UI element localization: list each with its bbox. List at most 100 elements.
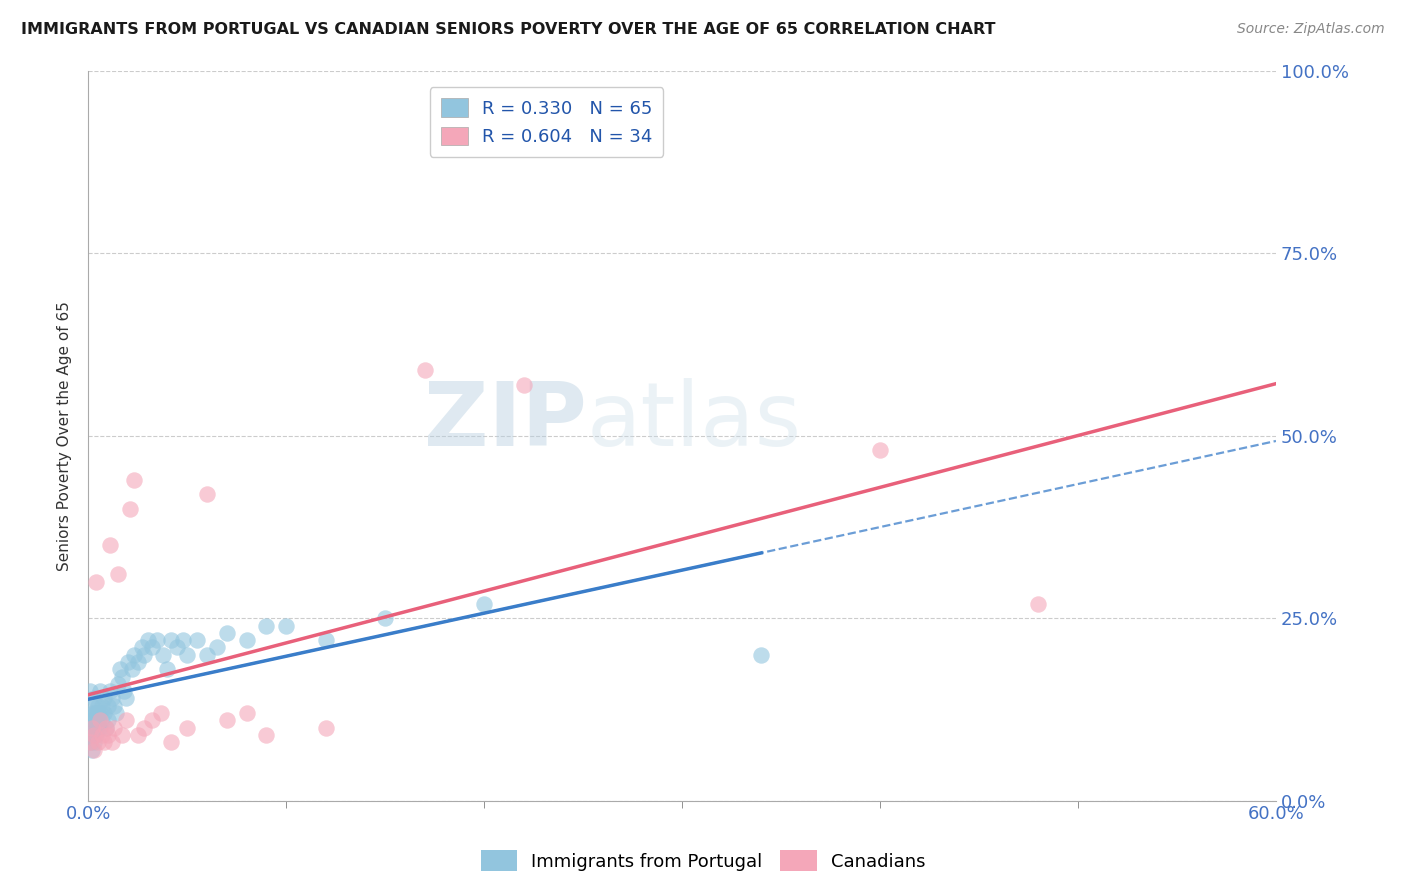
Point <box>93 735 115 749</box>
Point <box>141 640 163 655</box>
Point <box>82 721 104 735</box>
Point <box>215 714 238 728</box>
Point <box>136 633 159 648</box>
Point <box>274 618 297 632</box>
Point <box>87 714 110 728</box>
Legend: R = 0.330   N = 65, R = 0.604   N = 34: R = 0.330 N = 65, R = 0.604 N = 34 <box>430 87 664 157</box>
Point <box>103 721 125 735</box>
Point <box>91 714 114 728</box>
Point <box>84 574 107 589</box>
Point <box>82 714 104 728</box>
Point <box>79 721 101 735</box>
Point <box>160 735 183 749</box>
Point <box>107 677 129 691</box>
Point <box>156 662 179 676</box>
Point <box>131 640 153 655</box>
Point <box>117 655 139 669</box>
Text: atlas: atlas <box>588 377 803 465</box>
Point <box>141 714 163 728</box>
Point <box>235 706 257 720</box>
Point <box>146 633 169 648</box>
Point <box>413 363 436 377</box>
Point <box>122 648 145 662</box>
Point <box>79 684 101 698</box>
Point <box>176 721 198 735</box>
Point <box>374 611 396 625</box>
Point <box>150 706 173 720</box>
Point <box>112 684 135 698</box>
Point <box>97 728 120 742</box>
Point <box>91 698 114 713</box>
Point <box>84 728 107 742</box>
Point <box>160 633 183 648</box>
Y-axis label: Seniors Poverty Over the Age of 65: Seniors Poverty Over the Age of 65 <box>58 301 72 571</box>
Point <box>103 698 125 713</box>
Point <box>89 714 111 728</box>
Point <box>84 706 107 720</box>
Point <box>101 691 124 706</box>
Point <box>235 633 257 648</box>
Point <box>176 648 198 662</box>
Point <box>82 698 104 713</box>
Point <box>215 625 238 640</box>
Point <box>93 706 115 720</box>
Point <box>114 691 136 706</box>
Text: IMMIGRANTS FROM PORTUGAL VS CANADIAN SENIORS POVERTY OVER THE AGE OF 65 CORRELAT: IMMIGRANTS FROM PORTUGAL VS CANADIAN SEN… <box>21 22 995 37</box>
Point <box>83 706 105 720</box>
Point <box>132 721 155 735</box>
Point <box>98 684 121 698</box>
Point <box>122 473 145 487</box>
Point <box>315 721 337 735</box>
Point <box>83 742 105 756</box>
Point <box>121 662 143 676</box>
Point <box>749 648 772 662</box>
Point <box>98 538 121 552</box>
Point <box>97 698 120 713</box>
Point <box>132 648 155 662</box>
Point <box>83 735 105 749</box>
Point <box>186 633 208 648</box>
Text: Source: ZipAtlas.com: Source: ZipAtlas.com <box>1237 22 1385 37</box>
Point <box>89 684 111 698</box>
Point <box>111 728 134 742</box>
Point <box>82 742 104 756</box>
Point <box>87 721 110 735</box>
Point <box>195 487 218 501</box>
Point <box>89 706 111 720</box>
Point <box>82 728 104 742</box>
Point <box>205 640 228 655</box>
Point <box>79 706 101 720</box>
Point <box>114 714 136 728</box>
Point <box>87 706 110 720</box>
Point <box>195 648 218 662</box>
Point <box>107 567 129 582</box>
Point <box>127 728 149 742</box>
Point <box>83 728 105 742</box>
Point <box>91 728 114 742</box>
Point <box>79 735 101 749</box>
Point <box>315 633 337 648</box>
Point <box>82 721 104 735</box>
Point <box>1028 597 1050 611</box>
Point <box>89 721 111 735</box>
Point <box>84 721 107 735</box>
Point <box>166 640 188 655</box>
Point <box>254 728 277 742</box>
Point <box>127 655 149 669</box>
Point <box>93 691 115 706</box>
Point <box>111 670 134 684</box>
Point <box>104 706 127 720</box>
Point <box>83 691 105 706</box>
Point <box>118 501 141 516</box>
Point <box>97 714 120 728</box>
Point <box>79 735 101 749</box>
Point <box>172 633 194 648</box>
Point <box>94 721 117 735</box>
Point <box>87 698 110 713</box>
Point <box>101 735 124 749</box>
Point <box>87 735 110 749</box>
Point <box>869 443 891 458</box>
Point <box>83 714 105 728</box>
Point <box>512 377 534 392</box>
Point <box>254 618 277 632</box>
